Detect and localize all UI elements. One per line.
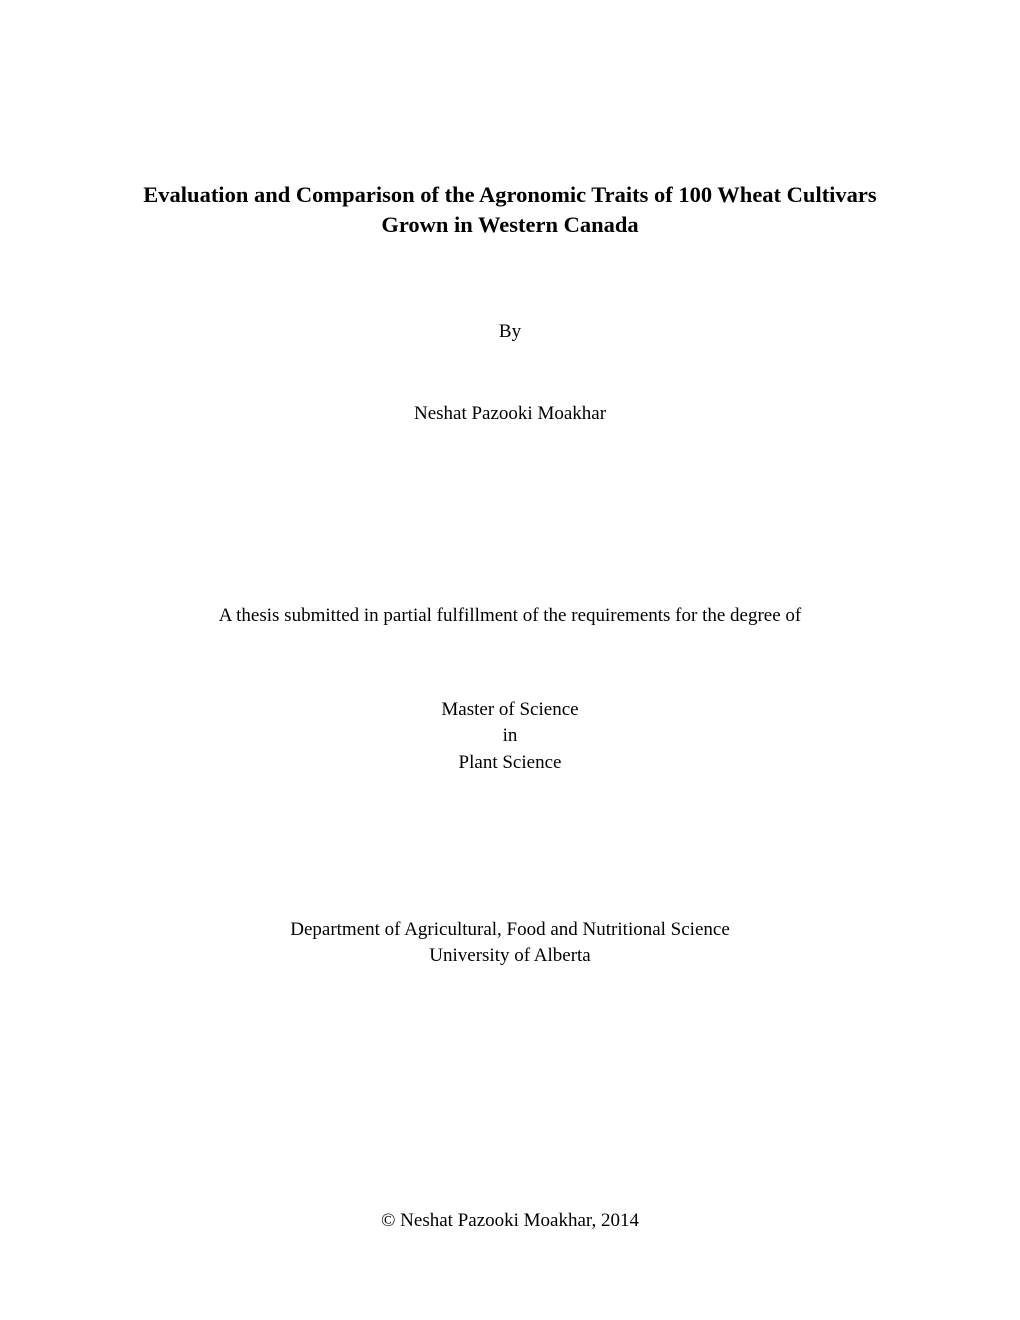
degree-block: Master of Science in Plant Science bbox=[110, 697, 910, 777]
author-name: Neshat Pazooki Moakhar bbox=[110, 403, 910, 425]
thesis-statement: A thesis submitted in partial fulfillmen… bbox=[110, 605, 910, 627]
department-block: Department of Agricultural, Food and Nut… bbox=[110, 917, 910, 970]
title-line-1: Evaluation and Comparison of the Agronom… bbox=[110, 180, 910, 210]
degree-line-2: in bbox=[110, 723, 910, 750]
copyright-notice: © Neshat Pazooki Moakhar, 2014 bbox=[110, 1210, 910, 1232]
degree-line-1: Master of Science bbox=[110, 697, 910, 724]
by-label: By bbox=[110, 321, 910, 343]
degree-line-3: Plant Science bbox=[110, 750, 910, 777]
thesis-title: Evaluation and Comparison of the Agronom… bbox=[110, 180, 910, 241]
title-line-2: Grown in Western Canada bbox=[110, 210, 910, 240]
department-line-2: University of Alberta bbox=[110, 943, 910, 970]
department-line-1: Department of Agricultural, Food and Nut… bbox=[110, 917, 910, 944]
